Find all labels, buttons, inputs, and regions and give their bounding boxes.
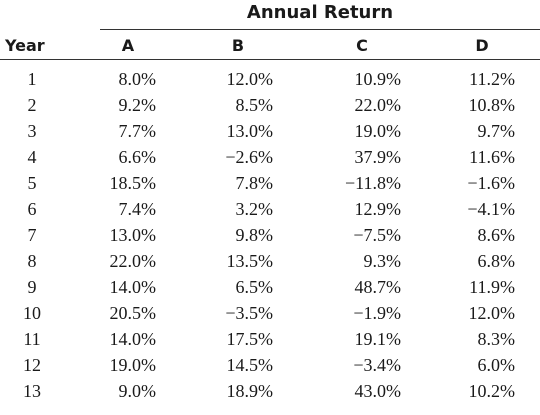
year-cell: 12 (23, 355, 41, 375)
year-cell: 13 (23, 381, 41, 401)
cell-a: 9.2% (118, 95, 157, 115)
cell-c: −7.5% (353, 225, 401, 245)
column-header-c: C (356, 36, 368, 55)
column-header-a: A (121, 36, 135, 55)
cell-a: 19.0% (109, 355, 157, 375)
year-column-header: Year (5, 36, 45, 55)
cell-c: 19.1% (354, 329, 402, 349)
cell-b: 12.0% (226, 69, 274, 89)
year-cell: 9 (27, 277, 37, 297)
cell-d: 6.8% (477, 251, 516, 271)
cell-d: −4.1% (467, 199, 515, 219)
cell-b: 8.5% (235, 95, 274, 115)
cell-b: 6.5% (235, 277, 274, 297)
table-row: 1 8.0% 12.0% 10.9% 11.2% (0, 66, 540, 92)
cell-b: 13.0% (226, 121, 274, 141)
year-cell: 1 (27, 69, 37, 89)
cell-c: 19.0% (354, 121, 402, 141)
table-row: 2 9.2% 8.5% 22.0% 10.8% (0, 92, 540, 118)
year-cell: 8 (27, 251, 37, 271)
year-cell: 5 (27, 173, 37, 193)
annual-return-header: Annual Return (246, 2, 394, 23)
cell-a: 20.5% (109, 303, 157, 323)
cell-b: 17.5% (226, 329, 274, 349)
year-cell: 11 (23, 329, 41, 349)
cell-a: 18.5% (109, 173, 157, 193)
cell-c: 37.9% (354, 147, 402, 167)
cell-b: 14.5% (226, 355, 274, 375)
cell-c: 43.0% (354, 381, 402, 401)
cell-c: −1.9% (353, 303, 401, 323)
table-row: 7 13.0% 9.8% −7.5% 8.6% (0, 222, 540, 248)
cell-c: −3.4% (353, 355, 401, 375)
cell-c: 10.9% (354, 69, 402, 89)
cell-b: −2.6% (225, 147, 273, 167)
cell-d: 11.9% (469, 277, 515, 297)
cell-d: 8.6% (477, 225, 516, 245)
year-cell: 6 (27, 199, 37, 219)
cell-c: 48.7% (354, 277, 402, 297)
cell-b: 9.8% (235, 225, 274, 245)
cell-d: 10.2% (468, 381, 516, 401)
table-row: 13 9.0% 18.9% 43.0% 10.2% (0, 378, 540, 404)
year-cell: 2 (27, 95, 37, 115)
cell-d: 11.2% (469, 69, 515, 89)
table-row: 3 7.7% 13.0% 19.0% 9.7% (0, 118, 540, 144)
cell-a: 7.4% (118, 199, 157, 219)
year-cell: 4 (27, 147, 37, 167)
cell-d: 6.0% (477, 355, 516, 375)
table-row: 12 19.0% 14.5% −3.4% 6.0% (0, 352, 540, 378)
cell-a: 14.0% (109, 277, 157, 297)
year-cell: 3 (27, 121, 37, 141)
cell-a: 9.0% (118, 381, 157, 401)
cell-d: −1.6% (467, 173, 515, 193)
table-body: 1 8.0% 12.0% 10.9% 11.2% 2 9.2% 8.5% 22.… (0, 66, 540, 404)
cell-d: 12.0% (468, 303, 516, 323)
column-header-b: B (231, 36, 245, 55)
year-cell: 7 (27, 225, 37, 245)
cell-b: −3.5% (225, 303, 273, 323)
group-header-rule (100, 29, 540, 30)
cell-d: 8.3% (477, 329, 516, 349)
table-row: 9 14.0% 6.5% 48.7% 11.9% (0, 274, 540, 300)
table-row: 10 20.5% −3.5% −1.9% 12.0% (0, 300, 540, 326)
column-header-d: D (475, 36, 489, 55)
cell-c: −11.8% (345, 173, 401, 193)
cell-a: 8.0% (118, 69, 157, 89)
cell-d: 9.7% (477, 121, 516, 141)
cell-a: 13.0% (109, 225, 157, 245)
table-row: 4 6.6% −2.6% 37.9% 11.6% (0, 144, 540, 170)
cell-a: 7.7% (118, 121, 157, 141)
cell-d: 11.6% (469, 147, 515, 167)
cell-c: 9.3% (363, 251, 402, 271)
cell-a: 14.0% (109, 329, 157, 349)
cell-b: 13.5% (226, 251, 274, 271)
header-rule (0, 59, 540, 60)
table-row: 6 7.4% 3.2% 12.9% −4.1% (0, 196, 540, 222)
cell-d: 10.8% (468, 95, 516, 115)
table-row: 8 22.0% 13.5% 9.3% 6.8% (0, 248, 540, 274)
cell-b: 3.2% (235, 199, 274, 219)
table-row: 11 14.0% 17.5% 19.1% 8.3% (0, 326, 540, 352)
table-row: 5 18.5% 7.8% −11.8% −1.6% (0, 170, 540, 196)
year-cell: 10 (23, 303, 41, 323)
cell-c: 22.0% (354, 95, 402, 115)
cell-c: 12.9% (354, 199, 402, 219)
cell-a: 6.6% (118, 147, 157, 167)
cell-b: 7.8% (235, 173, 274, 193)
cell-b: 18.9% (226, 381, 274, 401)
cell-a: 22.0% (109, 251, 157, 271)
